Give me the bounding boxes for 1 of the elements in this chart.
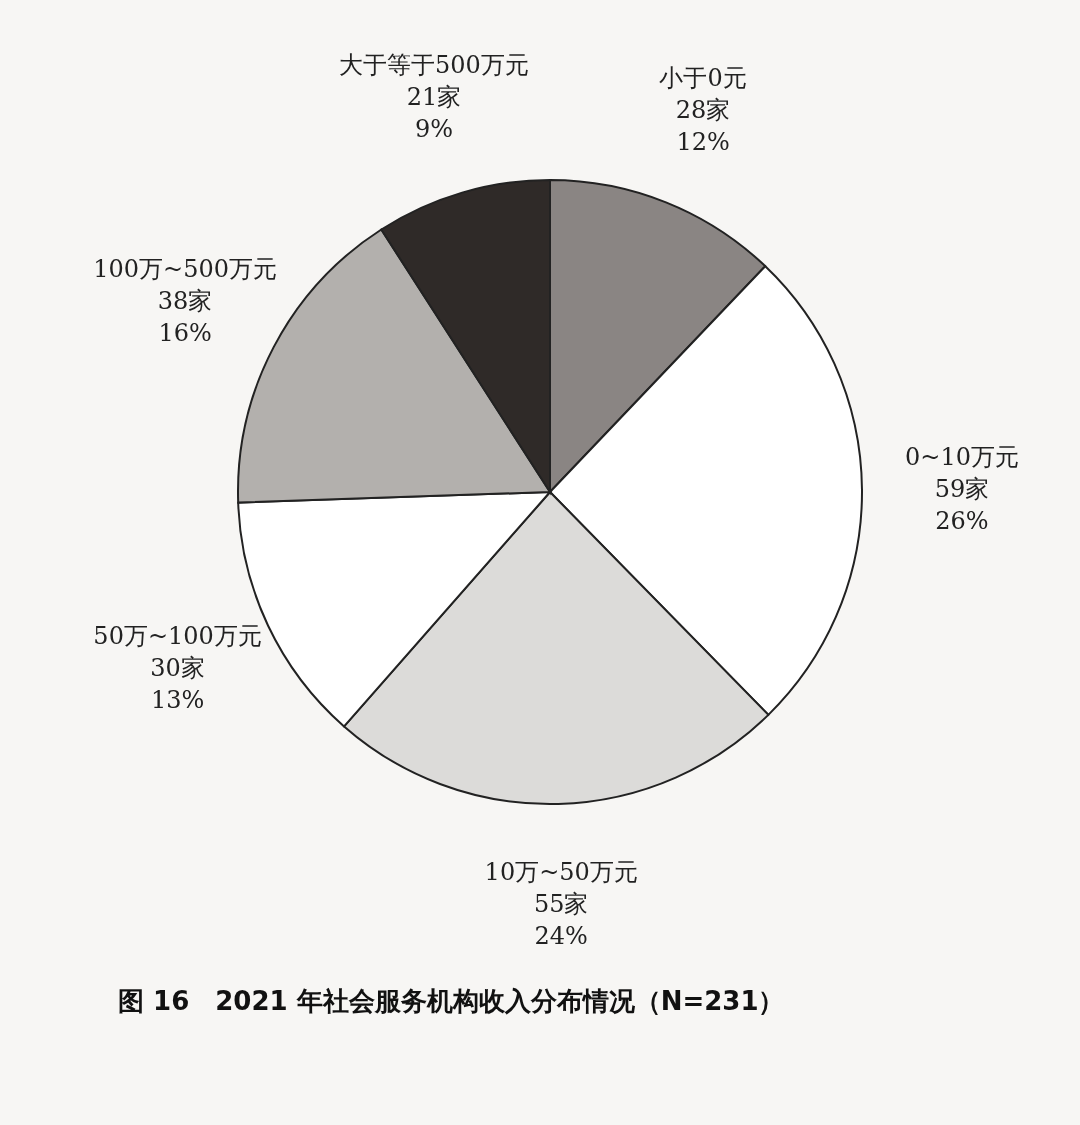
text: 图 16 2021 年社会服务机构收入分布情况（N=231）: [118, 986, 785, 1016]
